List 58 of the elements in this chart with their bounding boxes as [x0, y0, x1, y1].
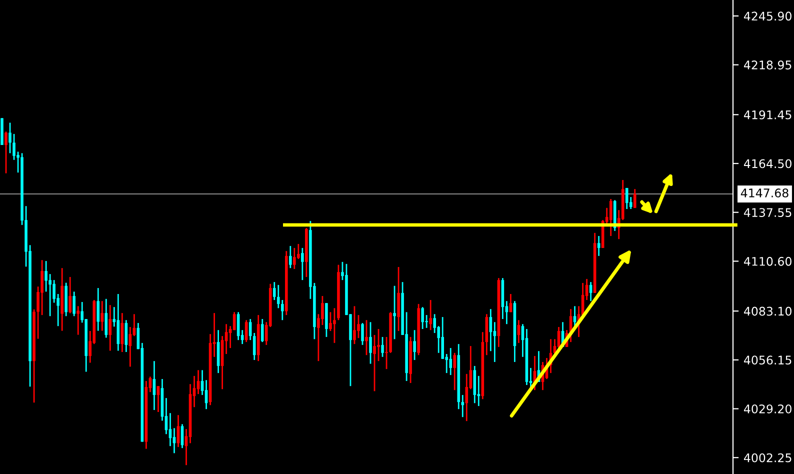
- candlestick: [625, 187, 628, 210]
- candlestick: [413, 329, 416, 361]
- candlestick: [357, 314, 360, 339]
- y-tick-label: 4002.25: [744, 453, 792, 462]
- y-tick-label: 4056.15: [744, 356, 792, 365]
- candlestick: [280, 299, 284, 321]
- candlestick: [216, 329, 220, 374]
- candlestick: [76, 305, 80, 336]
- candlestick: [333, 307, 336, 344]
- candlestick: [128, 326, 132, 368]
- candlestick: [4, 130, 8, 174]
- candlestick: [377, 328, 380, 362]
- y-tick-label: 4164.50: [744, 159, 792, 168]
- y-tick-label: 4110.60: [744, 256, 792, 266]
- candlestick: [244, 319, 248, 343]
- candlestick: [100, 300, 104, 332]
- candlestick: [381, 336, 384, 358]
- y-tick-label: 4218.95: [744, 60, 792, 70]
- candlestick: [393, 285, 396, 340]
- candlestick: [453, 352, 456, 391]
- ref-line-label: 4147.68: [740, 188, 788, 198]
- candlestick: [156, 385, 160, 413]
- candlestick: [369, 321, 372, 364]
- candlestick: [365, 319, 368, 356]
- candlestick: [597, 235, 600, 257]
- candlestick: [433, 313, 436, 334]
- candlestick: [361, 322, 364, 346]
- candlestick: [96, 287, 100, 332]
- candlestick: [288, 245, 292, 269]
- y-tick-label: 4245.90: [744, 12, 792, 21]
- candlestick: [104, 298, 108, 338]
- y-tick-label: 4029.20: [744, 404, 792, 414]
- candlestick: [589, 281, 592, 302]
- candlestick: [260, 318, 264, 343]
- y-tick-label: 4137.55: [744, 208, 792, 217]
- candlestick: [68, 276, 72, 314]
- candlestick: [40, 259, 44, 316]
- y-tick-label: 4083.10: [744, 306, 792, 316]
- candlestick: [385, 336, 388, 370]
- candlestick: [429, 299, 432, 331]
- candlestick: [353, 305, 356, 345]
- candlestick: [321, 295, 324, 326]
- candlestick: [633, 188, 636, 209]
- candlestick: [441, 316, 444, 360]
- candlestick: [44, 260, 48, 292]
- candlestick: [449, 347, 452, 376]
- candlestick: [8, 122, 12, 154]
- candlestick: [12, 133, 16, 161]
- candlestick: [373, 334, 376, 392]
- candlestick: [108, 304, 112, 352]
- y-tick-label: 4191.45: [744, 110, 792, 120]
- candlestick: [421, 306, 424, 330]
- candlestick: [116, 293, 120, 352]
- candlestick: [301, 247, 304, 281]
- candlestick: [293, 247, 296, 270]
- candlestick: [329, 311, 332, 332]
- candlestick: [465, 373, 468, 422]
- candlestick: [72, 290, 76, 317]
